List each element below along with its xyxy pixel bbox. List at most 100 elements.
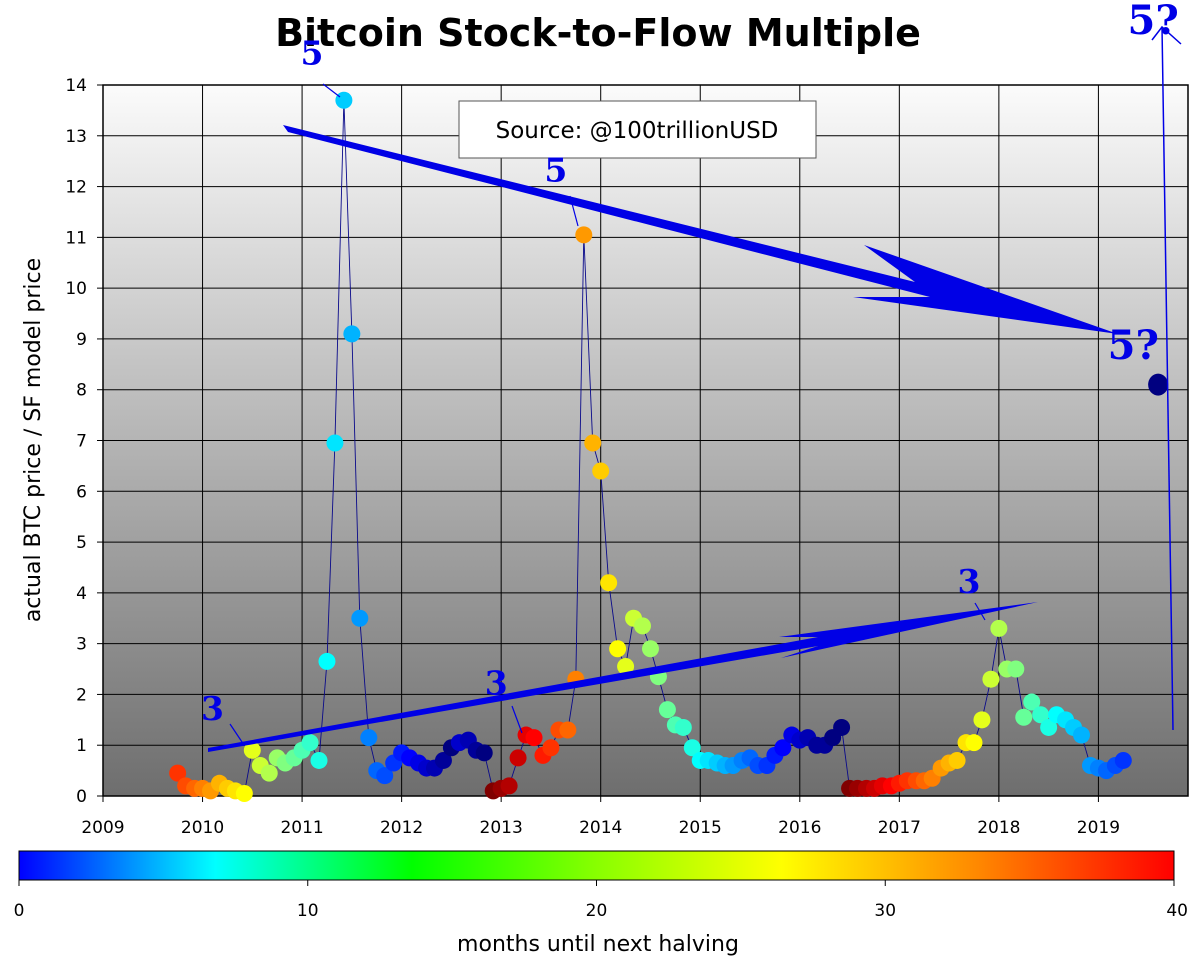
data-point [310, 751, 328, 769]
data-point [475, 744, 493, 762]
trend-arrows [208, 125, 1118, 752]
data-point [584, 434, 602, 452]
data-point [235, 784, 253, 802]
data-point [641, 640, 659, 658]
downtrend-arrow [283, 125, 1118, 334]
data-points [169, 91, 1169, 802]
data-point [1015, 708, 1033, 726]
y-tick-label: 0 [76, 787, 87, 807]
y-tick-label: 10 [65, 279, 87, 299]
x-tick-label: 2011 [280, 818, 323, 838]
data-point [525, 729, 543, 747]
data-point [360, 729, 378, 747]
halving-annotation: 5? [1128, 0, 1179, 44]
colorbar [18, 850, 1175, 881]
data-point [559, 721, 577, 739]
colorbar-ticks: 0 10 20 30 40 [14, 880, 1188, 921]
x-tick-label: 2010 [181, 818, 224, 838]
colorbar-tick-label: 40 [1166, 901, 1188, 921]
y-tick-label: 7 [76, 432, 87, 452]
data-point [1032, 706, 1050, 724]
vertical-up-arrow [1151, 25, 1182, 731]
data-point [509, 749, 527, 767]
source-box [458, 100, 817, 159]
data-point [617, 657, 635, 675]
pointer-line [322, 83, 341, 98]
colorbar-tick-label: 30 [874, 901, 896, 921]
colorbar-tick-label: 0 [14, 901, 25, 921]
data-point [575, 226, 593, 244]
y-tick-label: 9 [76, 330, 87, 350]
y-tick-label: 2 [76, 685, 87, 705]
halving-annotation: 3 [485, 663, 508, 702]
halving-annotation: 3 [958, 562, 981, 601]
chart-title: Bitcoin Stock-to-Flow Multiple [275, 11, 921, 55]
y-tick-label: 13 [65, 127, 87, 147]
data-point [301, 734, 319, 752]
x-tick-label: 2019 [1077, 818, 1120, 838]
data-point [1072, 726, 1090, 744]
x-tick-label: 2018 [977, 818, 1020, 838]
data-point [965, 734, 983, 752]
y-tick-label: 8 [76, 381, 87, 401]
data-point [634, 617, 652, 635]
data-point [1114, 751, 1132, 769]
halving-annotation: 5 [301, 34, 324, 73]
y-axis-label: actual BTC price / SF model price [21, 258, 46, 622]
pointer-line [569, 195, 579, 227]
up-arrow-head [1151, 25, 1182, 45]
data-point [592, 462, 610, 480]
data-point [609, 640, 627, 658]
data-point [674, 718, 692, 736]
data-point [1023, 693, 1041, 711]
data-point [982, 670, 1000, 688]
x-tick-label: 2016 [778, 818, 821, 838]
annotations: 5 5 3 3 3 5? 5? [201, 0, 1179, 728]
pointer-line [974, 602, 986, 621]
y-tick-label: 14 [65, 76, 87, 96]
projected-point [1148, 373, 1169, 396]
data-point [658, 701, 676, 719]
data-point [243, 741, 261, 759]
halving-annotation: 5 [544, 150, 567, 189]
x-tick-label: 2013 [480, 818, 523, 838]
colorbar-tick-label: 10 [297, 901, 319, 921]
x-tick-label: 2012 [380, 818, 423, 838]
data-point [683, 739, 701, 757]
halving-annotation: 5? [1108, 322, 1159, 369]
data-point [260, 764, 278, 782]
data-point [600, 574, 618, 592]
data-point [542, 739, 560, 757]
up-arrow-shaft [1161, 26, 1174, 731]
halving-annotation: 3 [201, 689, 224, 728]
source-label: Source: @100trillionUSD [496, 118, 779, 144]
colorbar-label: months until next halving [457, 932, 739, 957]
y-tick-label: 12 [65, 178, 87, 198]
data-point [500, 777, 518, 795]
data-point [990, 619, 1008, 637]
y-tick-label: 6 [76, 482, 87, 502]
y-tick-label: 1 [76, 736, 87, 756]
data-point [1040, 718, 1058, 736]
data-point [948, 751, 966, 769]
x-tick-label: 2017 [878, 818, 921, 838]
data-point [318, 652, 336, 670]
data-point [169, 764, 187, 782]
y-tick-label: 4 [76, 584, 87, 604]
halving-pointer-lines [229, 83, 986, 746]
pointer-line [511, 705, 523, 734]
data-point [376, 767, 394, 785]
y-tick-label: 3 [76, 635, 87, 655]
data-point [343, 325, 361, 343]
x-tick-label: 2015 [679, 818, 722, 838]
data-point [774, 739, 792, 757]
x-axis-ticks: 2009 2010 2011 2012 2013 2014 2015 2016 2017 2018… [81, 796, 1120, 838]
data-point [351, 609, 369, 627]
data-point [1007, 660, 1025, 678]
data-point [434, 751, 452, 769]
data-point [335, 91, 353, 109]
uptrend-arrow [208, 602, 1038, 752]
